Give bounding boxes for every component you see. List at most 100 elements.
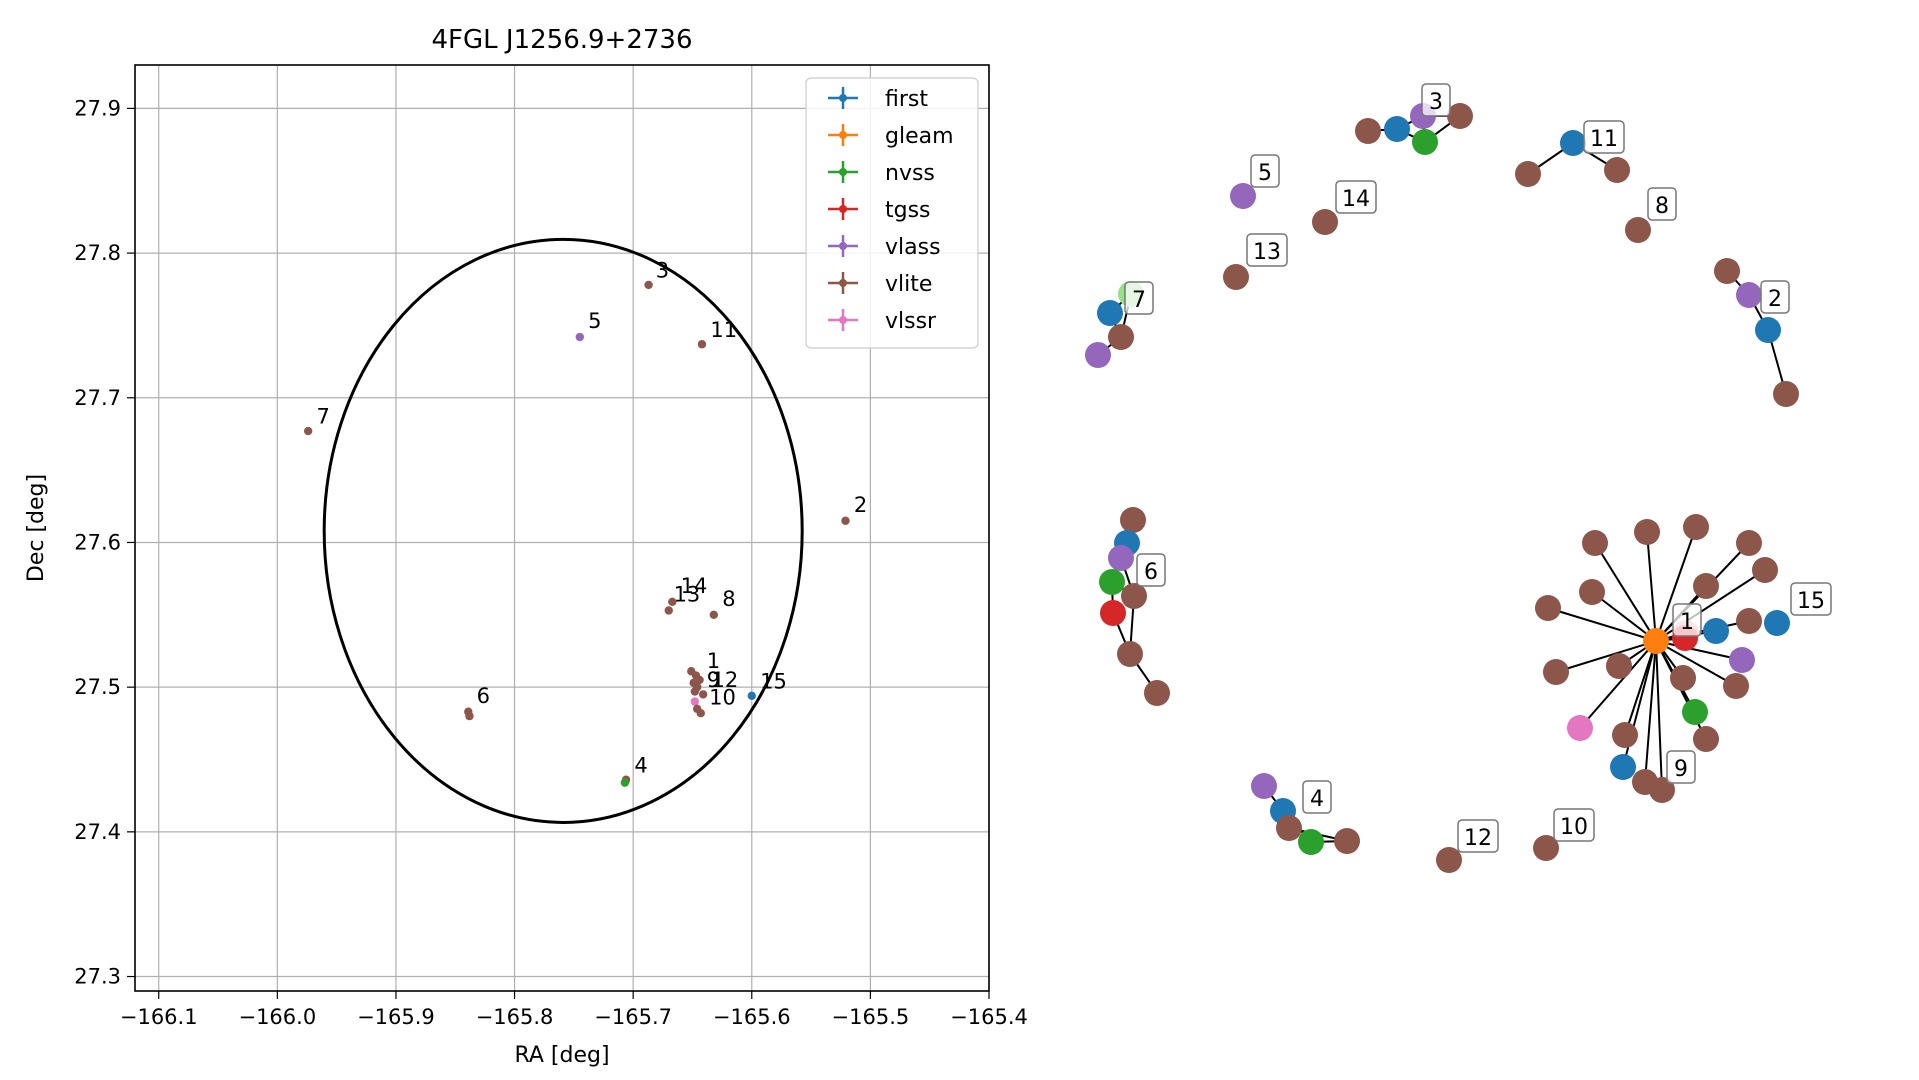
data-point-vlite [303, 426, 313, 436]
graph-node-first [1610, 754, 1636, 780]
graph-node-vlite [1533, 835, 1559, 861]
graph-edge [1655, 620, 1750, 642]
data-point-vlite [465, 711, 474, 721]
data-point-nvss [620, 778, 630, 787]
graph-node-nvss [1682, 699, 1708, 725]
x-axis-label: RA [deg] [514, 1043, 609, 1068]
graph-label-box [1647, 187, 1677, 221]
legend-entry-vlssr: vlssr [885, 309, 937, 334]
data-point-vlite [690, 687, 700, 696]
graph-node-vlite [1436, 847, 1462, 873]
source-label: 3 [656, 258, 669, 282]
legend-dot-vlass [839, 242, 847, 250]
source-label: 5 [588, 309, 601, 333]
graph-label-box [1246, 233, 1288, 267]
graph-node-vlite [1312, 209, 1338, 235]
graph-node-nvss [1412, 129, 1438, 155]
data-point-vlite [696, 709, 705, 718]
data-point-vlssr [690, 697, 700, 706]
source-label: 2 [854, 493, 867, 517]
graph-label-box [1553, 808, 1595, 842]
graph-node-vlass [1108, 545, 1134, 571]
legend-entry-vlass: vlass [885, 235, 941, 260]
data-point-first [747, 691, 756, 701]
legend-entry-first: first [885, 87, 928, 112]
graph-node-vlite [1773, 381, 1799, 407]
graph-node-vlite [1579, 579, 1605, 605]
graph-node-vlite [1144, 680, 1170, 706]
x-tick-label: −165.9 [357, 1005, 435, 1029]
data-point-vlite [709, 610, 719, 620]
graph-label: 12 [1464, 826, 1492, 851]
graph-node-vlite [1604, 157, 1630, 183]
graph-node-vlite [1670, 665, 1696, 691]
x-tick-label: −165.5 [832, 1005, 910, 1029]
graph-node-vlite [1714, 258, 1740, 284]
source-label: 15 [760, 669, 787, 693]
data-point-vlite [664, 606, 673, 615]
graph-label: 1 [1680, 610, 1694, 635]
graph-label-box [1302, 780, 1332, 814]
graph-label: 3 [1429, 90, 1443, 115]
graph-node-vlite [1649, 777, 1675, 803]
source-label: 4 [634, 753, 647, 777]
legend-entry-nvss: nvss [885, 161, 935, 186]
source-label: 1 [707, 649, 720, 673]
legend-entry-gleam: gleam [885, 124, 954, 149]
graph-node-first [1560, 130, 1586, 156]
y-tick-label: 27.8 [74, 241, 121, 265]
graph-node-nvss [1298, 829, 1324, 855]
search-radius-circle [322, 237, 804, 824]
graph-label: 7 [1132, 288, 1146, 313]
graph-node-vlite [1736, 530, 1762, 556]
graph-node-vlite [1120, 507, 1146, 533]
graph-node-vlite [1582, 530, 1608, 556]
source-label: 9 [707, 668, 720, 692]
graph-label-box [1672, 603, 1702, 637]
graph-label-box [1790, 582, 1832, 616]
graph-label: 5 [1258, 161, 1272, 186]
graph-node-vlass [1736, 282, 1762, 308]
graph-label: 10 [1560, 815, 1588, 840]
graph-edge [1655, 640, 1743, 661]
graph-label-box [1666, 750, 1696, 784]
graph-node-vlite [1634, 519, 1660, 545]
graph-node-first [1097, 300, 1123, 326]
x-tick-label: −166.0 [238, 1005, 316, 1029]
x-tick-label: −165.7 [594, 1005, 672, 1029]
graph-node-vlite [1276, 815, 1302, 841]
graph-label: 6 [1144, 560, 1158, 585]
graph-label-box [1250, 154, 1280, 188]
graph-node-vlite [1121, 583, 1147, 609]
graph-nodes [1085, 103, 1799, 873]
source-label: 11 [710, 318, 737, 342]
graph-node-vlite [1535, 595, 1561, 621]
graph-node-vlite [1612, 722, 1638, 748]
source-label: 7 [317, 405, 330, 429]
graph-label: 9 [1674, 757, 1688, 782]
graph-node-vlite [1752, 557, 1778, 583]
graph-edge [1644, 640, 1657, 783]
y-tick-label: 27.6 [74, 530, 121, 554]
graph-node-vlite [1108, 324, 1134, 350]
graph-node-vlass [1251, 773, 1277, 799]
graph-node-vlite [1543, 659, 1569, 685]
graph-node-first [1384, 116, 1410, 142]
graph-edge [1655, 640, 1737, 687]
axes-frame [134, 64, 990, 992]
graph-node-vlite [1625, 217, 1651, 243]
data-points [303, 280, 850, 787]
graph-node-vlite [1693, 726, 1719, 752]
legend-entry-vlite: vlite [885, 272, 932, 297]
graph-node-vlite [1693, 573, 1719, 599]
legend-dot-first [839, 94, 847, 102]
chart-title: 4FGL J1256.9+2736 [432, 25, 693, 55]
graph-node-vlite [1447, 103, 1473, 129]
x-tick-label: −165.4 [950, 1005, 1028, 1029]
graph-edge [1624, 640, 1657, 736]
data-point-vlite [697, 340, 707, 349]
